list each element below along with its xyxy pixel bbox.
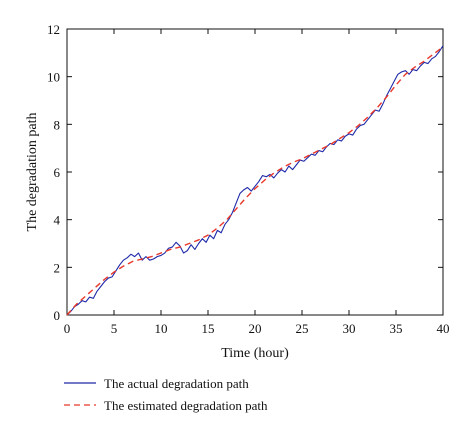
y-tick-label: 2	[54, 260, 61, 275]
y-tick-label: 10	[47, 70, 60, 85]
x-tick-label: 35	[390, 321, 403, 336]
legend: The actual degradation path The estimate…	[64, 376, 268, 413]
y-tick-label: 4	[54, 213, 61, 228]
series-line-estimated	[66, 46, 444, 316]
x-tick-label: 25	[296, 321, 309, 336]
x-tick-label: 10	[155, 321, 168, 336]
y-axis-label: The degradation path	[25, 113, 40, 232]
y-tick-label: 8	[54, 117, 61, 132]
x-tick-label: 40	[437, 321, 450, 336]
x-axis-label: Time (hour)	[221, 346, 289, 361]
plot-area: 0 5 10 15 20 25 30 35 40 0 2 4 6 8 10 12	[47, 22, 450, 336]
x-tick-label: 5	[111, 321, 118, 336]
x-tick-label: 0	[64, 321, 71, 336]
legend-label-actual: The actual degradation path	[104, 376, 249, 391]
series-line-actual	[66, 45, 444, 316]
x-tick-label: 30	[343, 321, 356, 336]
x-tick-label: 20	[249, 321, 262, 336]
y-tick-label: 0	[54, 308, 61, 323]
plot-frame	[66, 28, 444, 316]
y-tick-label: 12	[47, 22, 60, 37]
y-tick-label: 6	[54, 165, 61, 180]
legend-label-estimated: The estimated degradation path	[104, 398, 268, 413]
x-tick-label: 15	[202, 321, 215, 336]
